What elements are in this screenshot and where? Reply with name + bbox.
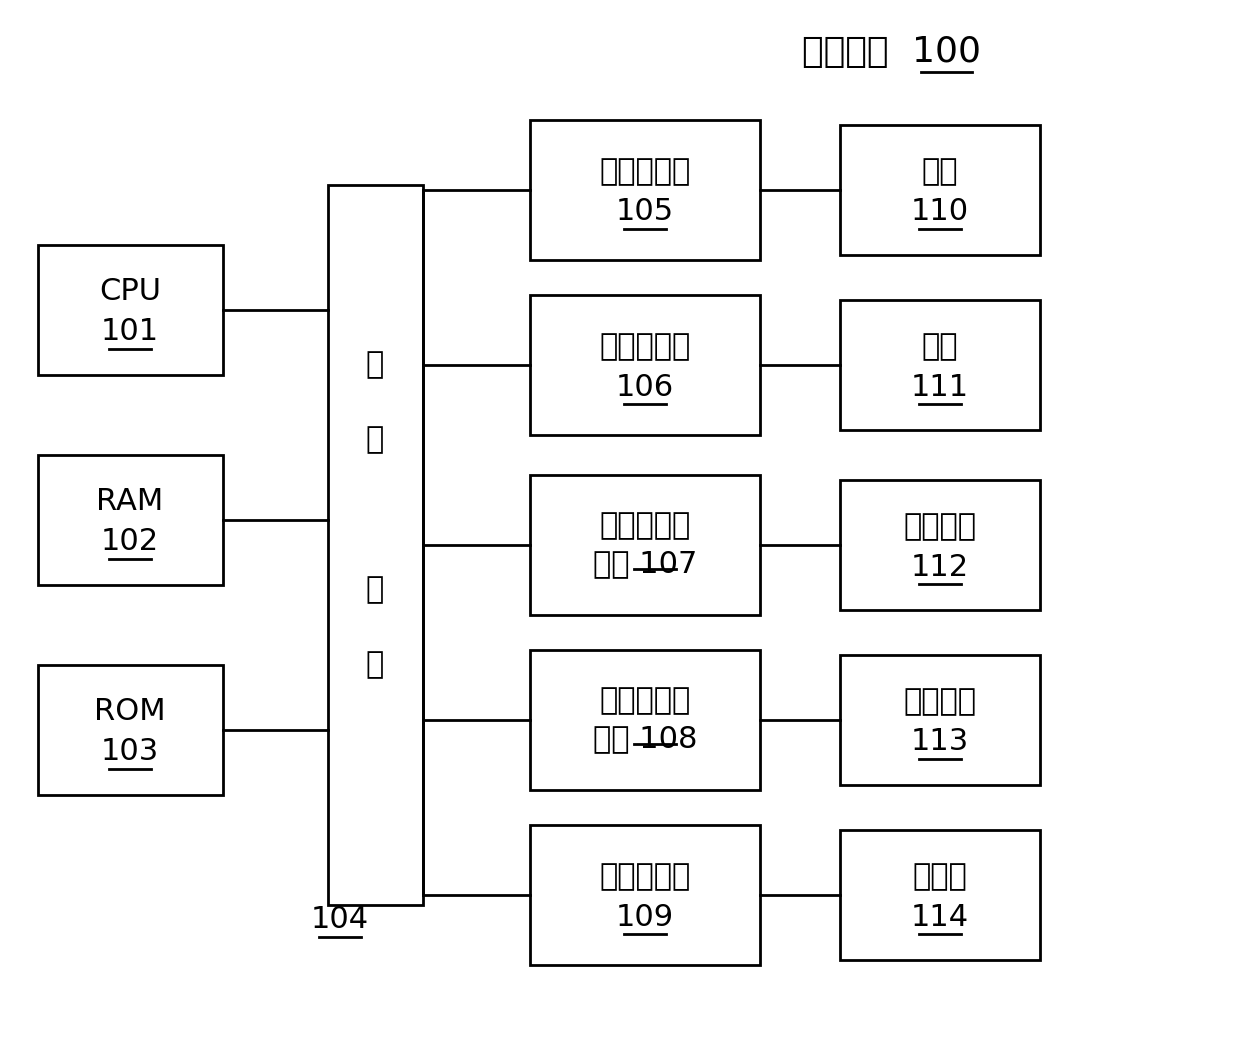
Bar [529, 475, 760, 615]
Text: 102: 102 [100, 527, 159, 556]
Text: 显示控制器: 显示控制器 [599, 862, 691, 891]
Bar [327, 185, 423, 905]
Bar [37, 456, 222, 584]
Bar [37, 245, 222, 375]
Text: 110: 110 [911, 198, 970, 227]
Text: 串行外设: 串行外设 [904, 513, 977, 542]
Text: 硬盘: 硬盘 [921, 157, 959, 186]
Text: 104: 104 [311, 906, 370, 935]
Text: 键盘控制器: 键盘控制器 [599, 333, 691, 362]
Text: 串行接口控
制器 107: 串行接口控 制器 107 [593, 512, 697, 578]
Text: 计算系统: 计算系统 [802, 35, 900, 69]
Text: 硬盘控制器: 硬盘控制器 [599, 157, 691, 186]
Bar [839, 655, 1040, 785]
Text: 统: 统 [366, 650, 384, 679]
Bar [839, 830, 1040, 960]
Text: 111: 111 [911, 372, 970, 401]
Text: CPU: CPU [99, 278, 161, 307]
Text: 显示器: 显示器 [913, 862, 967, 891]
Text: ROM: ROM [94, 698, 166, 727]
Bar [839, 125, 1040, 255]
Text: 系: 系 [366, 575, 384, 604]
Bar [529, 825, 760, 965]
Text: 114: 114 [911, 903, 970, 932]
Text: 键盘: 键盘 [921, 333, 959, 362]
Text: 总: 总 [366, 350, 384, 380]
Text: 线: 线 [366, 425, 384, 454]
Text: RAM: RAM [97, 488, 164, 517]
Text: 109: 109 [616, 903, 675, 932]
Text: 100: 100 [913, 35, 981, 69]
Text: 并行接口控
制器 108: 并行接口控 制器 108 [593, 686, 697, 754]
Text: 101: 101 [100, 317, 159, 346]
Bar [37, 665, 222, 795]
Text: 105: 105 [616, 198, 675, 227]
Text: 113: 113 [911, 728, 970, 756]
Text: 106: 106 [616, 372, 675, 401]
Bar [529, 295, 760, 435]
Bar [839, 300, 1040, 430]
Bar [839, 480, 1040, 610]
Text: 112: 112 [911, 552, 970, 581]
Bar [529, 120, 760, 260]
Text: 并行外设: 并行外设 [904, 687, 977, 717]
Text: 103: 103 [100, 737, 159, 766]
Bar [529, 650, 760, 790]
